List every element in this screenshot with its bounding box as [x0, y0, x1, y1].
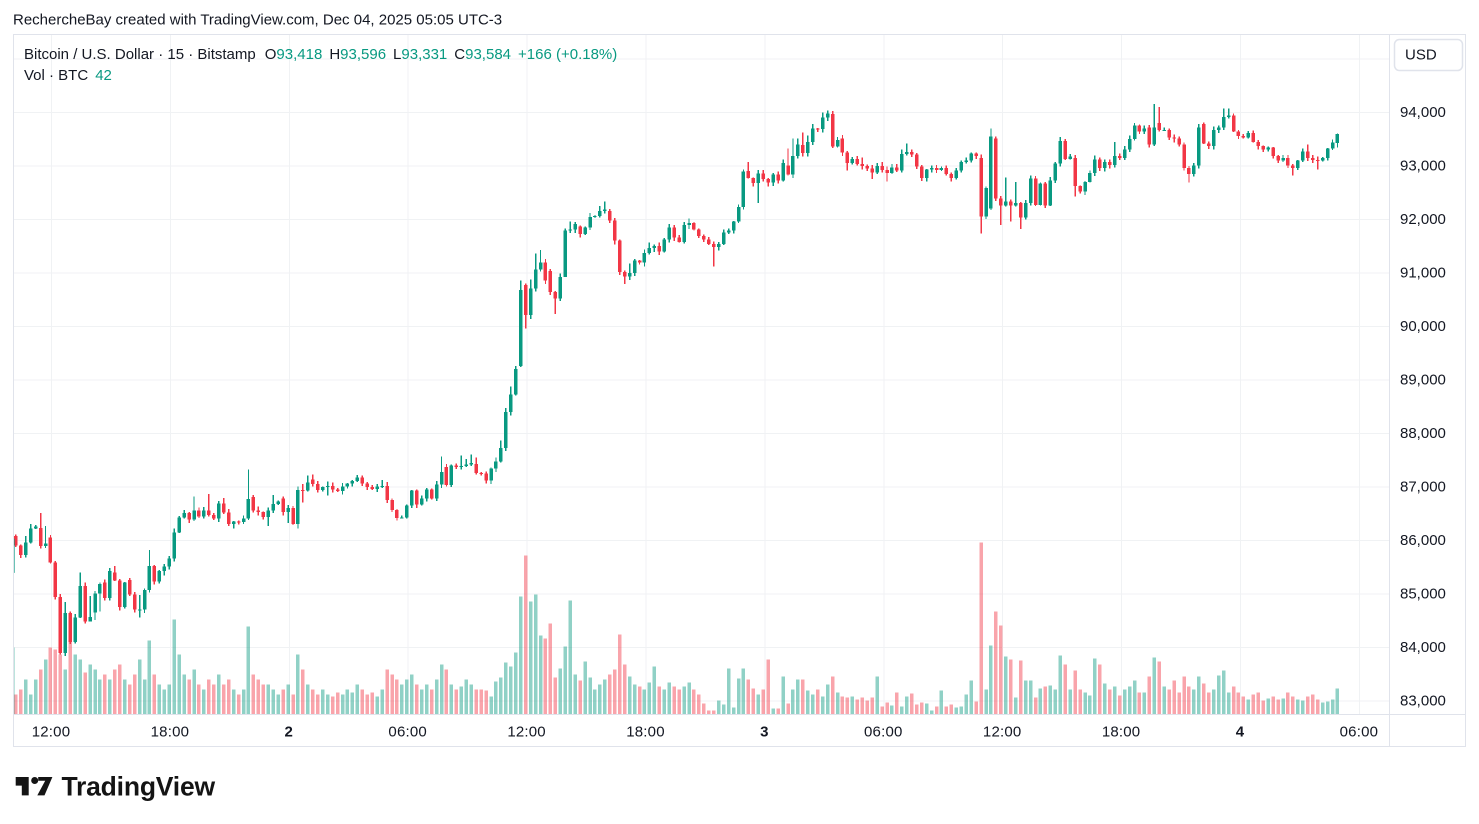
svg-text:TradingView: TradingView	[62, 772, 216, 802]
svg-text:12:00: 12:00	[507, 724, 546, 741]
svg-text:18:00: 18:00	[1102, 724, 1141, 741]
svg-text:3: 3	[760, 724, 769, 741]
svg-text:83,000: 83,000	[1400, 692, 1446, 709]
svg-text:Bitcoin / U.S. Dollar · 15 · B: Bitcoin / U.S. Dollar · 15 · Bitstamp O93…	[24, 46, 617, 63]
svg-text:91,000: 91,000	[1400, 264, 1446, 281]
svg-text:12:00: 12:00	[32, 724, 71, 741]
svg-text:06:00: 06:00	[1340, 724, 1379, 741]
svg-text:86,000: 86,000	[1400, 532, 1446, 549]
svg-text:18:00: 18:00	[151, 724, 190, 741]
svg-text:93,000: 93,000	[1400, 157, 1446, 174]
svg-text:4: 4	[1236, 724, 1245, 741]
svg-text:12:00: 12:00	[983, 724, 1022, 741]
svg-text:06:00: 06:00	[864, 724, 903, 741]
svg-text:2: 2	[285, 724, 294, 741]
svg-text:85,000: 85,000	[1400, 585, 1446, 602]
svg-text:87,000: 87,000	[1400, 478, 1446, 495]
svg-text:RechercheBay created with Trad: RechercheBay created with TradingView.co…	[13, 12, 502, 29]
svg-text:06:00: 06:00	[388, 724, 427, 741]
svg-text:92,000: 92,000	[1400, 211, 1446, 228]
svg-text:84,000: 84,000	[1400, 639, 1446, 656]
svg-text:USD: USD	[1405, 47, 1437, 64]
svg-text:88,000: 88,000	[1400, 425, 1446, 442]
svg-text:90,000: 90,000	[1400, 318, 1446, 335]
svg-text:18:00: 18:00	[626, 724, 665, 741]
svg-text:89,000: 89,000	[1400, 371, 1446, 388]
svg-text:94,000: 94,000	[1400, 104, 1446, 121]
